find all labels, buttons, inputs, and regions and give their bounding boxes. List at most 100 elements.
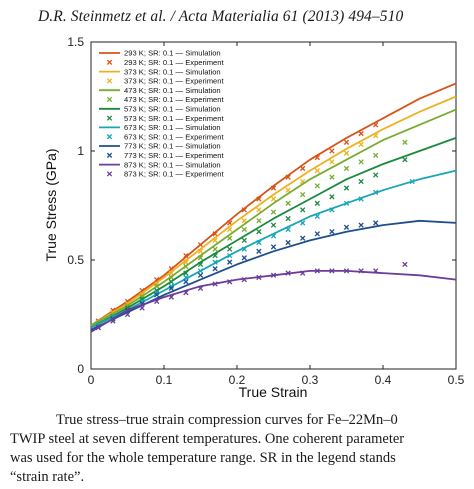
data-point xyxy=(358,178,364,185)
data-point xyxy=(358,196,364,202)
data-point xyxy=(358,141,364,148)
legend-swatch-marker xyxy=(106,115,113,121)
simulation-line-873k xyxy=(90,270,457,333)
data-point xyxy=(197,261,204,268)
data-point xyxy=(139,305,145,311)
data-point xyxy=(270,222,277,228)
data-point xyxy=(227,246,233,252)
data-point xyxy=(197,272,204,278)
data-point xyxy=(197,285,204,291)
simulation-line-473k xyxy=(90,108,457,327)
data-point xyxy=(183,259,189,265)
legend-entry-label: 673 K; SR: 0.1 — Simulation xyxy=(124,123,221,132)
data-point xyxy=(373,152,379,159)
data-point xyxy=(168,279,174,285)
plot-area: 0 0.1 0.2 0.3 0.4 0.5 0 0.5 1 1.5 293 K; SR: 0.1 … xyxy=(67,35,464,387)
x-axis-title: True Strain xyxy=(239,384,308,400)
data-point xyxy=(212,231,218,237)
data-point xyxy=(256,274,262,281)
legend-entry-label: 873 K; SR: 0.1 — Experiment xyxy=(124,170,224,179)
data-point xyxy=(212,259,218,265)
legend-entry-label: 373 K; SR: 0.1 — Simulation xyxy=(124,67,221,76)
legend-entry-label: 293 K; SR: 0.1 — Experiment xyxy=(124,58,224,67)
data-point xyxy=(300,220,306,226)
simulation-line-673k xyxy=(90,169,457,329)
data-point xyxy=(329,159,335,165)
data-point xyxy=(343,268,350,274)
data-point xyxy=(343,200,350,206)
data-point xyxy=(343,185,350,191)
data-point xyxy=(402,261,408,268)
x-tick-label: 0.5 xyxy=(448,373,465,387)
legend-background xyxy=(96,47,252,182)
legend-entry-label: 673 K; SR: 0.1 — Experiment xyxy=(124,132,224,141)
caption-line-1: True stress–true strain compression curv… xyxy=(56,412,398,428)
data-point xyxy=(285,215,291,222)
legend-swatch-marker xyxy=(106,171,113,177)
data-point xyxy=(256,229,262,235)
data-point xyxy=(358,159,364,165)
data-point xyxy=(300,207,306,213)
data-point xyxy=(300,270,306,276)
data-point xyxy=(329,268,335,274)
data-point xyxy=(329,174,335,180)
data-point xyxy=(270,244,277,250)
data-point xyxy=(358,222,364,228)
simulation-line-293k xyxy=(90,82,457,327)
data-point xyxy=(241,255,247,261)
caption-line-4: “strain rate”. xyxy=(10,469,85,485)
data-point xyxy=(373,189,379,196)
data-point xyxy=(241,246,247,252)
data-point xyxy=(300,191,306,198)
data-point xyxy=(95,324,101,331)
data-point xyxy=(197,248,204,254)
data-point xyxy=(329,229,335,235)
data-point xyxy=(227,259,233,265)
data-point xyxy=(358,130,364,137)
data-point xyxy=(212,266,218,272)
data-point xyxy=(212,246,218,252)
data-point xyxy=(343,139,350,145)
data-point xyxy=(212,252,218,259)
data-point xyxy=(183,252,189,259)
simulation-line-573k xyxy=(90,137,457,329)
data-point xyxy=(256,207,262,213)
data-point xyxy=(285,239,291,246)
data-point xyxy=(329,194,335,200)
data-point xyxy=(227,226,233,233)
data-point xyxy=(212,281,218,287)
x-tick-label: 0.1 xyxy=(156,373,173,387)
data-point xyxy=(197,242,204,248)
legend-swatch-marker xyxy=(106,78,113,84)
data-point xyxy=(256,196,262,202)
x-tick-label: 0.4 xyxy=(375,373,392,387)
data-point xyxy=(343,165,350,172)
data-point xyxy=(227,252,233,259)
legend-swatch-marker xyxy=(106,96,113,103)
data-point xyxy=(314,268,320,274)
data-point xyxy=(256,248,262,254)
plot-frame xyxy=(90,41,457,370)
data-point xyxy=(285,200,291,206)
data-point xyxy=(256,218,262,224)
data-point xyxy=(241,226,247,233)
legend-swatch-marker xyxy=(106,152,113,158)
y-tick-label: 1 xyxy=(77,144,84,158)
data-point xyxy=(183,270,189,276)
data-point xyxy=(373,172,379,178)
x-tick-label: 0.2 xyxy=(229,373,246,387)
x-tick-label: 0 xyxy=(88,373,95,387)
data-point xyxy=(343,224,350,230)
ticks: 0 0.1 0.2 0.3 0.4 0.5 0 0.5 1 1.5 xyxy=(67,35,464,387)
data-point xyxy=(183,290,189,296)
data-point xyxy=(402,139,408,145)
data-point xyxy=(154,292,160,298)
data-point xyxy=(227,235,233,241)
x-tick-label: 0.3 xyxy=(302,373,319,387)
legend-entry-label: 473 K; SR: 0.1 — Simulation xyxy=(124,86,221,95)
caption-line-2: TWIP steel at seven different temperatur… xyxy=(10,431,405,447)
data-point xyxy=(373,133,379,139)
data-point xyxy=(168,274,174,281)
data-point xyxy=(256,239,262,246)
data-point xyxy=(110,318,116,324)
